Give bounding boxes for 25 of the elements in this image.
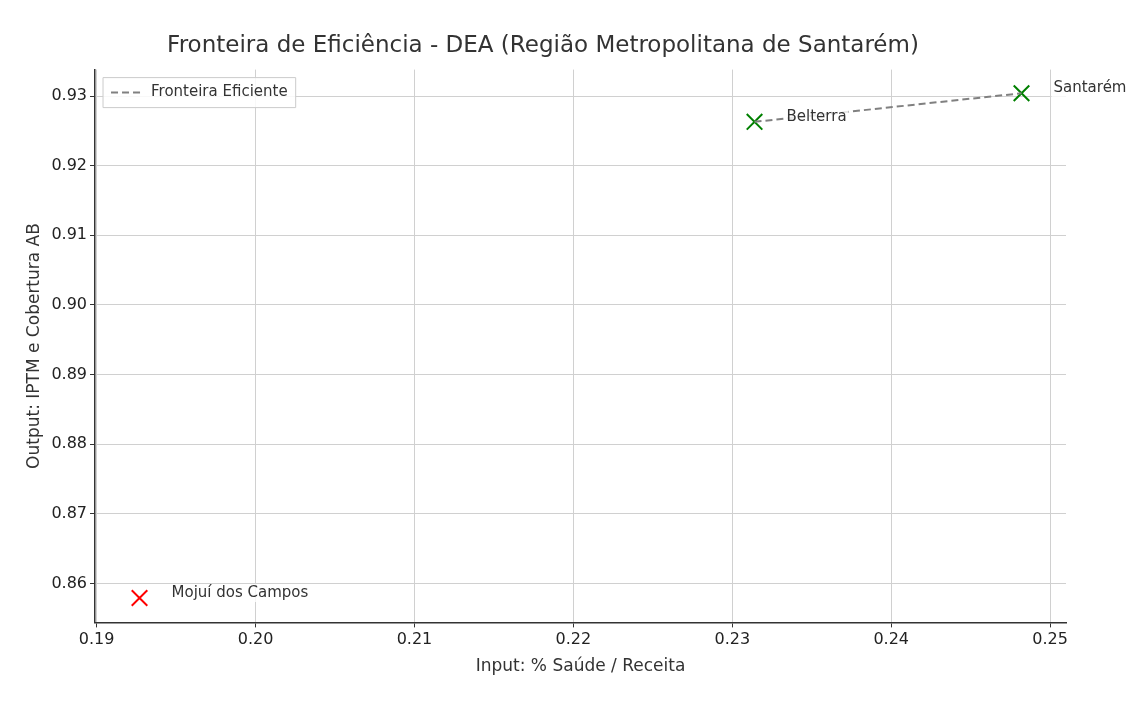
x-tick-label: 0.24 <box>873 629 910 649</box>
y-tick-label: 0.93 <box>51 85 88 105</box>
x-tick-label: 0.21 <box>396 629 433 649</box>
annotation: Santarém <box>1053 78 1127 97</box>
y-tick-label: 0.87 <box>51 502 88 522</box>
y-tick-label: 0.92 <box>51 154 88 174</box>
y-axis-title: Output: IPTM e Cobertura AB <box>22 223 43 469</box>
x-axis-title: Input: % Saúde / Receita <box>475 655 686 676</box>
annotation: Belterra <box>786 106 847 125</box>
x-tick-label: 0.23 <box>714 629 751 649</box>
annotation: Mojuí dos Campos <box>171 582 309 601</box>
point <box>745 113 764 131</box>
x-tick-label: 0.19 <box>78 629 115 649</box>
y-tick-label: 0.88 <box>51 433 88 453</box>
y-tick-label: 0.91 <box>51 224 88 244</box>
point <box>130 589 149 607</box>
y-tick-label: 0.90 <box>51 294 88 314</box>
legend-label: Fronteira Eficiente <box>151 82 288 101</box>
x-tick-label: 0.22 <box>555 629 592 649</box>
y-tick-label: 0.89 <box>51 363 88 383</box>
x-tick-label: 0.25 <box>1032 629 1068 649</box>
chart-title: Fronteira de Eficiência - DEA (Região Metropolitana de Santarém) <box>167 30 919 57</box>
point <box>1012 84 1031 103</box>
x-tick-label: 0.20 <box>237 629 274 649</box>
y-tick-label: 0.86 <box>51 572 88 592</box>
